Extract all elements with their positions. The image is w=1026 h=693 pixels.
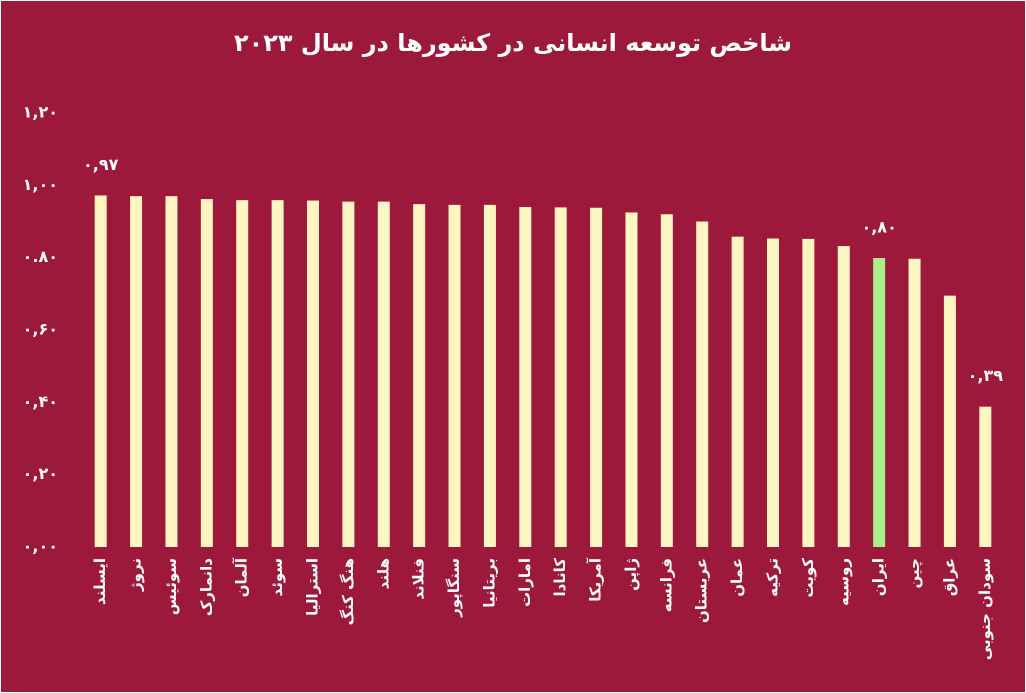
bar — [94, 195, 107, 547]
x-tick-label: کانادا — [551, 558, 569, 597]
x-tick-label: فرانسه — [657, 558, 675, 612]
chart-title: شاخص توسعه انسانی در کشورها در سال ۲۰۲۳ — [234, 29, 792, 57]
bar — [696, 221, 709, 547]
bar — [413, 204, 426, 547]
bar — [625, 212, 638, 548]
value-label: ۰,۹۷ — [83, 155, 119, 174]
x-tick-label: سنگاپور — [445, 558, 464, 618]
bar — [307, 200, 319, 548]
bar — [873, 258, 886, 547]
x-tick-label: نروژ — [127, 558, 145, 592]
bar — [837, 246, 850, 548]
bar — [590, 207, 603, 548]
x-tick-label: چین — [905, 558, 924, 588]
x-tick-label: آمریکا — [587, 557, 605, 602]
bar — [342, 201, 355, 547]
y-tick-label: ۰,۲۰ — [23, 464, 58, 483]
y-tick-label: ۱,۰۰ — [23, 175, 58, 194]
x-tick-label: ایسلند — [91, 558, 109, 605]
bar — [448, 204, 461, 547]
y-tick-label: ۰,۶۰ — [23, 320, 58, 339]
bar — [377, 201, 390, 547]
x-tick-label: آلمان — [233, 557, 251, 597]
y-tick-label: ۰.۸۰ — [23, 247, 58, 266]
bar — [943, 295, 956, 547]
bar — [802, 238, 815, 548]
x-tick-label: هنگ کنگ — [339, 558, 357, 625]
value-label: ۰,۸۰ — [861, 218, 896, 237]
x-tick-label: سودان جنوبی — [976, 558, 994, 660]
x-tick-label: امارات — [516, 558, 534, 607]
x-tick-label: ژاپن — [622, 558, 641, 591]
bar — [554, 207, 567, 547]
bar — [660, 214, 673, 547]
bar — [200, 199, 213, 547]
x-tick-label: ترکیه — [764, 558, 782, 597]
x-tick-label: استرالیا — [304, 558, 322, 616]
bar — [236, 200, 249, 547]
x-tick-label: سوئد — [268, 558, 286, 596]
x-tick-label: عربستان — [693, 558, 711, 623]
value-label: ۰,۳۹ — [968, 366, 1004, 385]
x-tick-label: هلند — [374, 558, 392, 589]
bar — [483, 204, 496, 547]
bar — [165, 196, 178, 547]
bar — [731, 236, 744, 547]
bar — [519, 207, 532, 548]
x-tick-label: سوئیس — [162, 558, 180, 615]
x-tick-label: بریتانیا — [480, 558, 498, 608]
x-tick-label: دانمارک — [197, 558, 215, 616]
bar — [767, 238, 779, 547]
x-tick-label: کویت — [799, 558, 817, 598]
bar — [908, 258, 921, 547]
x-tick-label: عراق — [940, 558, 958, 596]
y-tick-label: ۱,۲۰ — [23, 103, 58, 122]
x-tick-label: ایران — [870, 558, 888, 596]
x-tick-label: روسیه — [834, 558, 852, 606]
bar — [979, 406, 992, 547]
x-tick-label: عمان — [728, 558, 746, 597]
x-tick-label: فنلاند — [410, 558, 428, 600]
bar — [271, 200, 284, 547]
bar — [130, 196, 143, 547]
y-tick-label: ۰,۰۰ — [23, 537, 58, 556]
y-tick-label: ۰,۴۰ — [23, 392, 58, 411]
